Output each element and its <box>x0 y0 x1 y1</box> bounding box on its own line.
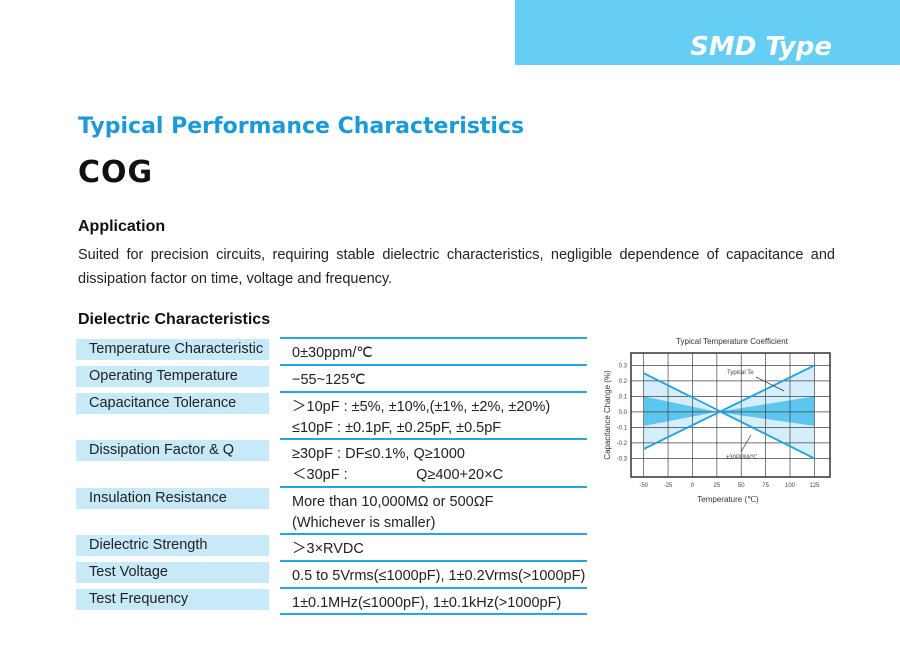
row-value: More than 10,000MΩ or 500ΩF (Whichever is… <box>280 486 587 533</box>
row-value: 0±30ppm/℃ <box>280 337 587 364</box>
table-row: Test Voltage 0.5 to 5Vrms(≤1000pF), 1±0.2… <box>76 560 587 587</box>
row-label: Dielectric Strength <box>76 535 269 556</box>
table-row: Test Frequency 1±0.1MHz(≤1000pF), 1±0.1kH… <box>76 587 587 613</box>
annotation-typical-te: Typical Te <box>727 370 754 376</box>
value-line: ＞3×RVDC <box>292 541 364 557</box>
value-line: ＜30pF : Q≥400+20×C <box>292 467 504 483</box>
x-tick-label: 50 <box>738 483 745 489</box>
value-line: −55~125℃ <box>292 372 366 388</box>
series-line-1 <box>643 372 815 460</box>
y-tick-label: 0.1 <box>619 394 628 400</box>
x-tick-label: 0 <box>691 483 695 489</box>
table-row: Dielectric Strength ＞3×RVDC <box>76 533 587 560</box>
row-label: Temperature Characteristic <box>76 339 269 360</box>
series-line-0 <box>643 364 815 450</box>
row-label: Capacitance Tolerance <box>76 393 269 414</box>
row-label: Insulation Resistance <box>76 488 269 509</box>
value-line: ≤10pF : ±0.1pF, ±0.25pF, ±0.5pF <box>292 420 502 436</box>
y-tick-label: 0.3 <box>619 363 628 369</box>
row-value: ＞10pF : ±5%, ±10%,(±1%, ±2%, ±20%) ≤10pF … <box>280 391 587 438</box>
row-value: ≥30pF : DF≤0.1%, Q≥1000 ＜30pF : Q≥400+20×… <box>280 438 587 486</box>
table-row: Insulation Resistance More than 10,000MΩ … <box>76 486 587 533</box>
row-value: ＞3×RVDC <box>280 533 587 560</box>
x-tick-label: 75 <box>762 483 769 489</box>
row-label: Test Voltage <box>76 562 269 583</box>
table-bottom-rule <box>280 613 587 615</box>
row-value: −55~125℃ <box>280 364 587 391</box>
y-tick-label: -0.2 <box>617 441 628 447</box>
chart-title: Typical Temperature Coefficient <box>676 337 789 346</box>
row-label: Operating Temperature <box>76 366 269 387</box>
y-tick-label: -0.1 <box>617 425 628 431</box>
dielectric-heading: Dielectric Characteristics <box>78 311 271 328</box>
x-tick-label: 25 <box>713 483 720 489</box>
application-heading: Application <box>78 218 166 235</box>
application-text: Suited for precision circuits, requiring… <box>78 247 835 287</box>
y-tick-label: -0.3 <box>617 456 628 462</box>
x-tick-label: 125 <box>809 483 820 489</box>
page-title: Typical Performance Characteristics <box>78 114 525 139</box>
x-tick-label: 100 <box>785 483 796 489</box>
header-banner: SMD Type <box>515 0 900 65</box>
value-line: 1±0.1MHz(≤1000pF), 1±0.1kHz(>1000pF) <box>292 595 562 611</box>
x-tick-label: -50 <box>639 483 648 489</box>
x-tick-label: -25 <box>664 483 673 489</box>
header-badge: SMD Type <box>690 32 832 62</box>
annotation-arrow <box>755 376 785 392</box>
table-row: Operating Temperature −55~125℃ <box>76 364 587 391</box>
band-typical-left <box>643 396 717 426</box>
page-subtitle: COG <box>78 155 154 190</box>
row-value: 1±0.1MHz(≤1000pF), 1±0.1kHz(>1000pF) <box>280 587 587 613</box>
value-line: ＞10pF : ±5%, ±10%,(±1%, ±2%, ±20%) <box>292 399 551 415</box>
annotation-30ppm: ±30PPM/℃ <box>726 455 758 461</box>
y-tick-label: 0.0 <box>619 410 628 416</box>
table-row: Temperature Characteristic 0±30ppm/℃ <box>76 337 587 364</box>
y-tick-label: 0.2 <box>619 379 628 385</box>
row-value: 0.5 to 5Vrms(≤1000pF), 1±0.2Vrms(>1000pF… <box>280 560 587 587</box>
dielectric-table: Temperature Characteristic 0±30ppm/℃ Opera… <box>76 337 587 615</box>
row-label: Dissipation Factor & Q <box>76 440 269 461</box>
value-line: More than 10,000MΩ or 500ΩF <box>292 494 494 510</box>
table-row: Capacitance Tolerance ＞10pF : ±5%, ±10%,(… <box>76 391 587 438</box>
value-line: 0±30ppm/℃ <box>292 345 373 361</box>
annotation-arrow <box>740 434 752 453</box>
x-axis-label: Temperature (℃) <box>697 495 759 504</box>
row-label: Test Frequency <box>76 589 269 610</box>
y-axis-label: Capacitance Change (%) <box>603 370 612 460</box>
value-line: ≥30pF : DF≤0.1%, Q≥1000 <box>292 446 465 462</box>
table-row: Dissipation Factor & Q ≥30pF : DF≤0.1%, Q… <box>76 438 587 486</box>
temperature-coefficient-chart: -50 -25 0 25 50 75 100 125 0.3 0.2 0.1 0.0 -0.1 -0.2 -… <box>603 337 831 504</box>
value-line: (Whichever is smaller) <box>292 515 436 531</box>
value-line: 0.5 to 5Vrms(≤1000pF), 1±0.2Vrms(>1000pF… <box>292 568 586 584</box>
